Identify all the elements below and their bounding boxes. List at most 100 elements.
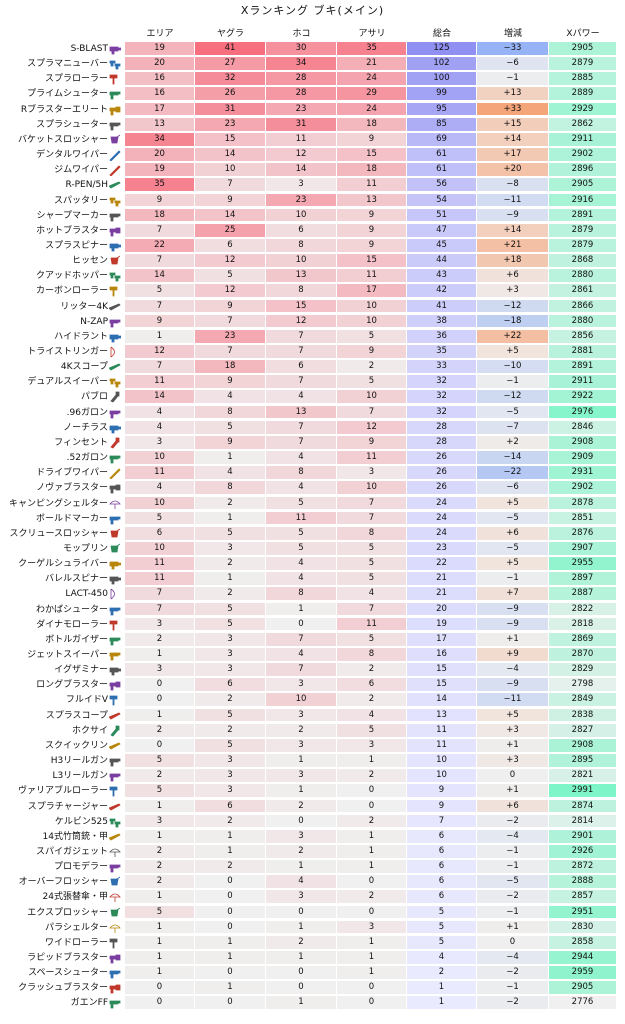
cell-tower: 0 <box>195 996 266 1011</box>
cell-total: 15 <box>407 678 477 693</box>
cell-xpower: 2976 <box>549 405 617 420</box>
weapon-name: .96ガロン <box>66 407 108 418</box>
cell-area: 1 <box>125 799 195 814</box>
weapon-name: トライストリンガー <box>27 347 108 357</box>
table-row: ダイナモローラー 3 5 0 11 19 −9 2818 <box>0 617 625 632</box>
cell-total: 51 <box>407 208 477 223</box>
cell-rainmaker: 8 <box>266 587 337 602</box>
cell-total: 2 <box>407 966 477 980</box>
weapon-name: デンタルワイパー <box>36 150 108 161</box>
cell-area: 35 <box>125 178 195 193</box>
cell-clam: 9 <box>337 223 407 238</box>
cell-area: 2 <box>125 769 195 783</box>
cell-area: 13 <box>125 117 195 132</box>
cell-tower: 9 <box>195 193 266 208</box>
cell-tower: 18 <box>195 360 266 374</box>
cell-total: 32 <box>407 390 477 405</box>
brella-icon <box>109 500 121 509</box>
weapon-name: ヒッセン <box>71 256 108 267</box>
cell-rainmaker: 7 <box>266 375 337 390</box>
cell-xpower: 2881 <box>549 345 617 359</box>
table-row: ボトルガイザー 2 3 7 5 17 +1 2869 <box>0 632 625 647</box>
cell-area: 2 <box>125 723 195 738</box>
cell-total: 21 <box>407 587 477 602</box>
cell-clam: 11 <box>337 451 407 465</box>
cell-area: 20 <box>125 57 195 71</box>
weapon-name: ロングブラスター <box>36 680 108 691</box>
cell-clam: 18 <box>337 117 407 132</box>
table-row: わかばシューター 7 5 1 7 20 −9 2822 <box>0 602 625 617</box>
cell-xpower: 2909 <box>549 451 617 465</box>
charger-icon <box>109 712 121 720</box>
table-row: S-BLAST 19 41 30 35 125 −33 2905 <box>0 42 625 56</box>
splatling-icon <box>109 667 121 676</box>
cell-tower: 25 <box>195 223 266 238</box>
cell-rainmaker: 0 <box>266 966 337 980</box>
cell-xpower: 2872 <box>549 860 617 874</box>
cell-clam: 2 <box>337 693 407 708</box>
cell-area: 7 <box>125 223 195 238</box>
cell-xpower: 2874 <box>549 799 617 814</box>
cell-area: 1 <box>125 890 195 905</box>
cell-tower: 5 <box>195 617 266 632</box>
weapon-name: スクリュースロッシャー <box>9 528 108 539</box>
cell-total: 6 <box>407 829 477 844</box>
table-row: ラピッドブラスター 1 1 1 1 4 −4 2944 <box>0 951 625 965</box>
cell-tower: 2 <box>195 557 266 571</box>
cell-rainmaker: 0 <box>266 905 337 920</box>
cell-area: 3 <box>125 663 195 677</box>
cell-change: −1 <box>477 905 549 920</box>
cell-clam: 2 <box>337 360 407 374</box>
cell-area: 5 <box>125 284 195 299</box>
weapon-name: スプラチャージャー <box>27 801 108 812</box>
cell-xpower: 2916 <box>549 193 617 208</box>
cell-area: 7 <box>125 360 195 374</box>
cell-clam: 9 <box>337 208 407 223</box>
cell-total: 61 <box>407 148 477 162</box>
cell-clam: 1 <box>337 966 407 980</box>
cell-xpower: 2880 <box>549 314 617 329</box>
cell-tower: 9 <box>195 435 266 450</box>
cell-clam: 1 <box>337 935 407 950</box>
cell-total: 6 <box>407 890 477 905</box>
cell-rainmaker: 1 <box>266 784 337 799</box>
cell-change: −1 <box>477 860 549 874</box>
shooter-icon <box>109 652 121 661</box>
cell-total: 32 <box>407 375 477 390</box>
cell-area: 11 <box>125 375 195 390</box>
cell-clam: 6 <box>337 678 407 693</box>
cell-change: −4 <box>477 951 549 965</box>
cell-clam: 4 <box>337 587 407 602</box>
cell-tower: 2 <box>195 587 266 602</box>
cell-area: 3 <box>125 617 195 632</box>
cell-total: 4 <box>407 951 477 965</box>
weapon-name: ホットブラスター <box>36 225 108 236</box>
cell-xpower: 2955 <box>549 557 617 571</box>
cell-total: 33 <box>407 360 477 374</box>
cell-total: 10 <box>407 769 477 783</box>
cell-total: 24 <box>407 526 477 541</box>
cell-area: 1 <box>125 966 195 980</box>
cell-total: 1 <box>407 996 477 1011</box>
splatling-icon <box>109 576 121 585</box>
cell-tower: 7 <box>195 314 266 329</box>
cell-total: 21 <box>407 572 477 587</box>
weapon-name: ダイナモローラー <box>36 619 108 630</box>
blaster-icon <box>109 984 121 994</box>
cell-change: +6 <box>477 799 549 814</box>
cell-xpower: 2879 <box>549 223 617 238</box>
cell-tower: 1 <box>195 451 266 465</box>
cell-tower: 1 <box>195 572 266 587</box>
table-row: ボールドマーカー 5 1 11 7 24 −5 2851 <box>0 511 625 526</box>
cell-area: 14 <box>125 390 195 405</box>
cell-area: 2 <box>125 632 195 647</box>
cell-clam: 5 <box>337 632 407 647</box>
cell-xpower: 2891 <box>549 208 617 223</box>
cell-change: +18 <box>477 254 549 268</box>
cell-change: −12 <box>477 299 549 314</box>
dualie-icon <box>109 272 121 282</box>
cell-change: −1 <box>477 375 549 390</box>
cell-rainmaker: 3 <box>266 890 337 905</box>
cell-xpower: 2895 <box>549 754 617 768</box>
cell-rainmaker: 1 <box>266 920 337 935</box>
